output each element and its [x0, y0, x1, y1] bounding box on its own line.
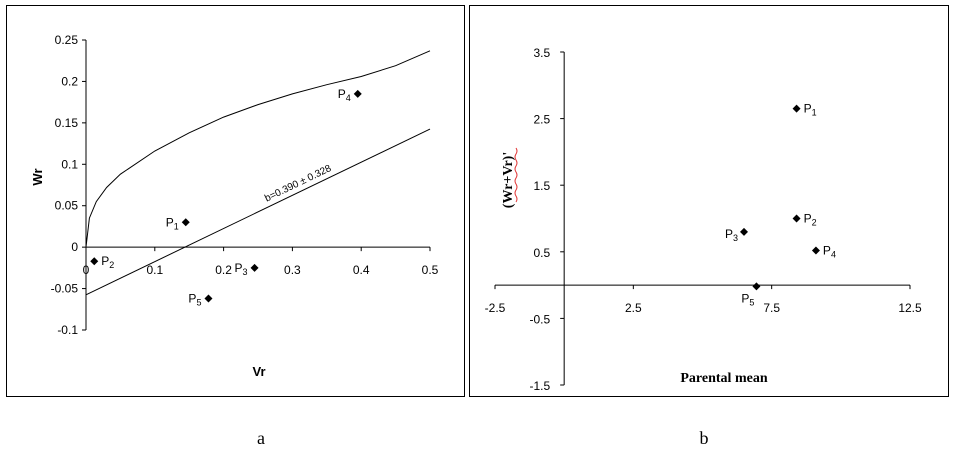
point-label: P2 [101, 254, 114, 270]
data-point [792, 214, 801, 223]
panel-b-plot: -1.5 -0.5 0.5 1.5 2.5 3.5 -2.5 2.5 7.5 12.5 P1 P2 P3… [485, 46, 922, 393]
data-point [250, 263, 259, 272]
y-tick-label: 0.5 [533, 246, 550, 260]
point-label: P5 [188, 292, 201, 308]
regression-label: b=0.390 ± 0.328 [263, 163, 333, 205]
x-tick-label: 0 [83, 263, 90, 277]
data-point [353, 89, 362, 98]
y-tick-label: 1.5 [533, 179, 550, 193]
y-tick-label: 0.2 [61, 74, 78, 88]
panel-a-y-axis-title: Wr [30, 168, 45, 185]
panel-a-x-axis-title: Vr [252, 364, 265, 379]
data-point [90, 257, 99, 266]
point-label: P4 [338, 87, 351, 103]
y-tick-label: -1.5 [529, 379, 550, 393]
panel-b-y-axis-title: (Wr+Vr)' [501, 152, 516, 208]
y-tick-label: -0.1 [57, 323, 78, 337]
y-tick-label: 3.5 [533, 46, 550, 60]
data-point [811, 246, 820, 255]
x-tick-label: 0.3 [284, 263, 301, 277]
x-tick-label: 0.2 [215, 263, 232, 277]
y-tick-label: 0.05 [55, 199, 79, 213]
panel-a-letter: a [257, 428, 265, 448]
x-tick-label: 12.5 [898, 301, 922, 315]
y-tick-label: 0.1 [61, 157, 78, 171]
point-label: P4 [823, 243, 836, 259]
regression-line [85, 128, 431, 296]
data-point [792, 104, 801, 113]
point-label: P3 [235, 261, 248, 277]
data-point [752, 282, 761, 291]
x-tick-label: 0.4 [353, 263, 370, 277]
y-tick-label: 0 [71, 240, 78, 254]
limiting-parabola [85, 50, 431, 248]
y-tick-label: 0.15 [55, 116, 79, 130]
data-point [204, 294, 213, 303]
x-tick-label: 2.5 [625, 301, 642, 315]
x-tick-label: 7.5 [763, 301, 780, 315]
y-tick-label: 0.25 [55, 33, 79, 47]
panel-a-plot: -0.1 -0.05 0 0.05 0.1 0.15 0.2 0.25 0 0.1 0.2 0.3 0.… [51, 33, 439, 337]
point-label: P1 [804, 102, 817, 118]
point-label: P1 [166, 215, 179, 231]
data-point [740, 227, 748, 236]
y-tick-label: -0.05 [51, 282, 79, 296]
panel-b-frame [469, 5, 949, 397]
point-label: P5 [741, 291, 754, 307]
panel-b-y-axis-squiggle [514, 147, 518, 203]
y-tick-label: 2.5 [533, 113, 550, 127]
x-tick-label: 0.1 [146, 263, 163, 277]
x-tick-label: -2.5 [485, 301, 506, 315]
y-tick-label: -0.5 [529, 312, 550, 326]
point-label: P3 [725, 227, 738, 243]
point-label: P2 [804, 212, 817, 228]
panel-b-x-axis-title: Parental mean [680, 371, 767, 386]
panel-a-frame [6, 5, 465, 397]
data-point [181, 218, 190, 227]
panel-b-letter: b [700, 428, 709, 448]
x-tick-label: 0.5 [422, 263, 439, 277]
